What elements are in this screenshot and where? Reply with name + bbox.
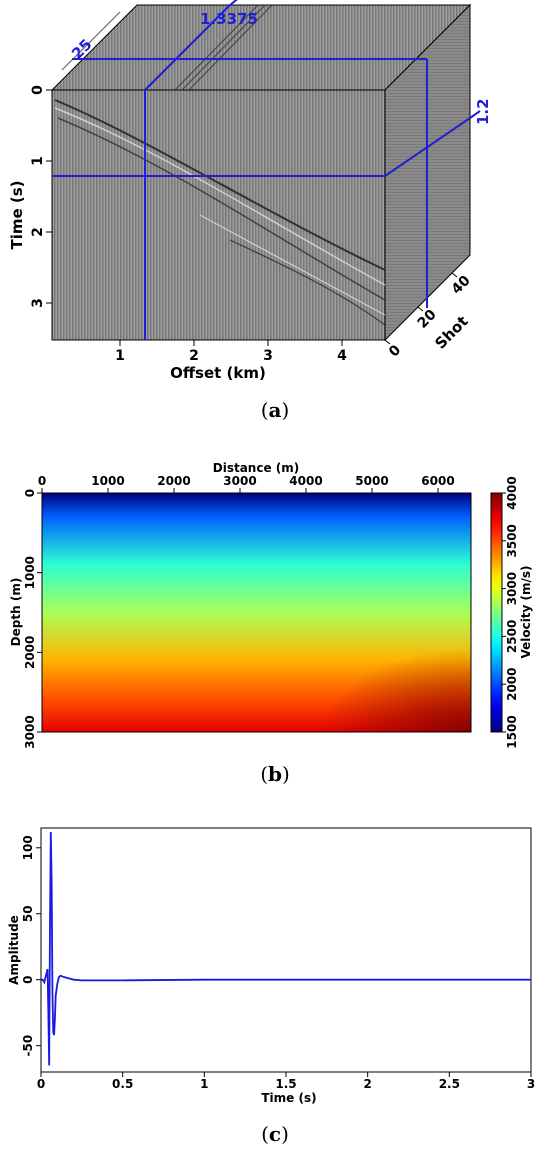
wavelet-amplitude-label: Amplitude bbox=[7, 915, 21, 985]
amplitude-tick-label: 0 bbox=[21, 975, 35, 983]
shot-tick-40: 40 bbox=[449, 272, 474, 297]
svg-text:1: 1 bbox=[30, 156, 46, 166]
amplitude-tick-label: -50 bbox=[21, 1035, 35, 1057]
colorbar-axis: 1500 2000 2500 3000 3500 4000 bbox=[502, 476, 519, 749]
wavelet-plot-frame bbox=[40, 827, 532, 1073]
depth-axis: 0 1000 2000 3000 bbox=[23, 489, 42, 749]
cube-front-face bbox=[51, 89, 386, 341]
wavelet-series-line bbox=[41, 831, 531, 1066]
caption-a: (a) bbox=[260, 398, 290, 422]
velocity-plot-frame bbox=[41, 492, 472, 733]
velocity-model-svg: 0 1000 2000 3000 4000 5000 6000 0100020003000 … bbox=[9, 461, 533, 749]
amplitude-tick-label: 50 bbox=[21, 905, 35, 922]
amplitude-axis: -50 0 50 100 bbox=[21, 835, 41, 1056]
time-tick-label: 2 bbox=[363, 1077, 371, 1091]
panel-c-wavelet: 0 0.5 1 1.5 2 2.5 3 -50 0 50 100 Time (s) Amplitu… bbox=[0, 800, 550, 1161]
time-axis-c: 0 0.5 1 1.5 2 2.5 3 bbox=[37, 1072, 535, 1091]
top-face-events bbox=[61, 4, 273, 91]
time-tick-1: 1 bbox=[30, 156, 52, 166]
distance-axis-label: Distance (m) bbox=[213, 461, 300, 475]
distance-tick-label: 0 bbox=[38, 474, 46, 488]
caption-b: (b) bbox=[260, 762, 290, 786]
svg-text:2: 2 bbox=[189, 348, 199, 364]
panel-b-velocity-model: 0 1000 2000 3000 4000 5000 6000 0 1000 2000 3000 … bbox=[0, 440, 550, 800]
svg-text:40: 40 bbox=[449, 272, 474, 297]
depth-tick-label: 3000 bbox=[23, 715, 37, 748]
depth-tick-label: 2000 bbox=[23, 636, 37, 669]
offset-tick-2: 2 bbox=[189, 340, 199, 364]
offset-slice-ext bbox=[229, 0, 238, 6]
svg-text:20: 20 bbox=[415, 306, 440, 331]
offset-slice-top bbox=[144, 4, 231, 91]
offset-tick-1: 1 bbox=[115, 340, 125, 364]
time-tick-label: 1 bbox=[200, 1077, 208, 1091]
colorbar-tick-label: 4000 bbox=[505, 476, 519, 509]
slice-lines bbox=[52, 0, 481, 340]
wavelet-time-label: Time (s) bbox=[261, 1091, 316, 1105]
slice-time-label: 1.2 bbox=[474, 98, 492, 125]
colorbar-tick-label: 3500 bbox=[505, 524, 519, 557]
time-tick-label: 2.5 bbox=[439, 1077, 460, 1091]
time-tick-label: 1.5 bbox=[275, 1077, 296, 1091]
distance-tick-label: 5000 bbox=[355, 474, 388, 488]
offset-tick-4: 4 bbox=[337, 340, 347, 364]
colorbar-label: Velocity (m/s) bbox=[519, 565, 533, 658]
svg-text:1: 1 bbox=[115, 348, 125, 364]
depth-tick-label: 0 bbox=[23, 489, 37, 497]
time-tick-2: 2 bbox=[30, 227, 52, 237]
time-tick-label: 0 bbox=[37, 1077, 45, 1091]
distance-axis: 0 1000 2000 3000 4000 5000 6000 bbox=[38, 474, 455, 493]
slice-offset-label: 1.3375 bbox=[200, 10, 258, 28]
time-axis-label: Time (s) bbox=[8, 180, 26, 249]
colorbar-tick-label: 2500 bbox=[505, 620, 519, 653]
colorbar-tick-label: 2000 bbox=[505, 667, 519, 700]
time-tick-label: 3 bbox=[527, 1077, 535, 1091]
svg-text:4: 4 bbox=[337, 348, 347, 364]
shot-tick-0: 0 bbox=[384, 339, 404, 360]
offset-axis-label: Offset (km) bbox=[170, 364, 266, 382]
moveout-events bbox=[54, 99, 386, 326]
colorbar-tick-label: 3000 bbox=[505, 572, 519, 605]
distance-tick-label: 3000 bbox=[223, 474, 256, 488]
svg-text:2: 2 bbox=[30, 227, 46, 237]
distance-tick-label: 6000 bbox=[421, 474, 454, 488]
shot-tick-20: 20 bbox=[415, 306, 440, 331]
amplitude-tick-label: 100 bbox=[21, 835, 35, 860]
svg-text:0: 0 bbox=[30, 85, 46, 95]
offset-tick-3: 3 bbox=[263, 340, 273, 364]
distance-tick-label: 1000 bbox=[91, 474, 124, 488]
colorbar-tick-label: 1500 bbox=[505, 715, 519, 748]
wavelet-svg: 0 0.5 1 1.5 2 2.5 3 -50 0 50 100 Time (s) Amplitu… bbox=[7, 827, 535, 1105]
time-axis: 0 1 2 3 Time (s) bbox=[8, 85, 52, 308]
distance-tick-label: 4000 bbox=[289, 474, 322, 488]
depth-tick-label: 1000 bbox=[23, 556, 37, 589]
svg-text:3: 3 bbox=[263, 348, 273, 364]
time-tick-3: 3 bbox=[30, 298, 52, 308]
velocity-colorbar bbox=[490, 492, 503, 733]
offset-axis: 1 2 3 4 Offset (km) bbox=[115, 340, 347, 382]
time-slice-ext bbox=[469, 110, 481, 119]
velocity-deep-corner bbox=[42, 493, 471, 732]
panel-a-seismic-cube: 1.3375 25 1.2 0 1 2 3 Time (s) 1 2 3 4 O… bbox=[0, 0, 550, 440]
caption-c: (c) bbox=[261, 1122, 289, 1146]
svg-text:0: 0 bbox=[386, 342, 404, 360]
time-tick-label: 0.5 bbox=[112, 1077, 133, 1091]
svg-text:3: 3 bbox=[30, 298, 46, 308]
time-tick-0: 0 bbox=[30, 85, 52, 95]
seismic-cube-svg: 1.3375 25 1.2 0 1 2 3 Time (s) 1 2 3 4 O… bbox=[8, 0, 492, 382]
distance-tick-label: 2000 bbox=[157, 474, 190, 488]
depth-axis-label: Depth (m) bbox=[9, 578, 23, 647]
